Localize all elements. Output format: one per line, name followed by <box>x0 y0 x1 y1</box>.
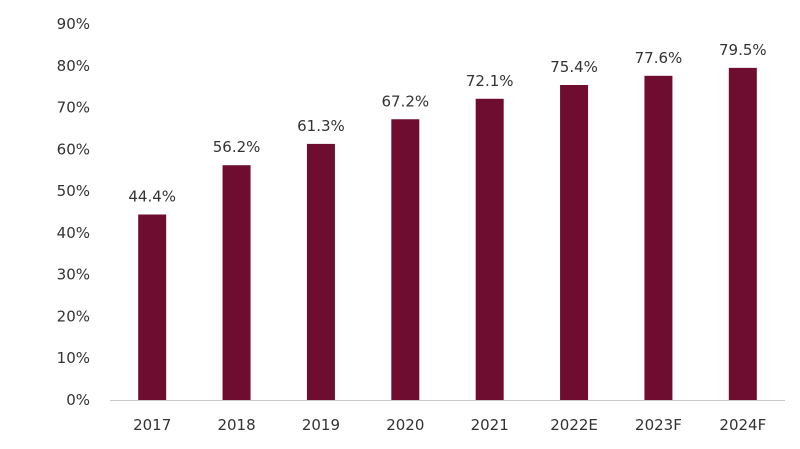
x-tick-label: 2017 <box>133 416 171 434</box>
data-label: 75.4% <box>550 58 598 76</box>
bar <box>306 143 335 400</box>
data-label: 56.2% <box>213 138 261 156</box>
y-tick-label: 40% <box>57 224 90 242</box>
bars <box>138 67 757 401</box>
y-axis-ticks: 0% 10% 20% 30% 40% 50% 60% 70% 80% 90% <box>57 15 90 409</box>
bar <box>644 75 673 400</box>
data-label: 67.2% <box>381 92 429 110</box>
data-label: 72.1% <box>466 72 514 90</box>
data-label: 61.3% <box>297 117 345 135</box>
x-tick-label: 2023F <box>635 416 682 434</box>
bar <box>138 214 167 400</box>
bar <box>728 67 757 400</box>
x-tick-label: 2019 <box>302 416 340 434</box>
data-label: 77.6% <box>635 49 683 67</box>
y-tick-label: 50% <box>57 182 90 200</box>
y-tick-label: 20% <box>57 307 90 325</box>
bar <box>222 165 251 400</box>
bar <box>475 98 504 400</box>
data-label: 44.4% <box>128 188 176 206</box>
x-tick-label: 2018 <box>217 416 255 434</box>
y-tick-label: 70% <box>57 99 90 117</box>
x-tick-label: 2022E <box>550 416 598 434</box>
bar <box>560 84 589 401</box>
data-label: 79.5% <box>719 41 767 59</box>
x-tick-label: 2020 <box>386 416 424 434</box>
x-tick-label: 2021 <box>471 416 509 434</box>
x-axis-ticks: 2017 2018 2019 2020 2021 2022E 2023F 2024F <box>133 416 766 434</box>
y-tick-label: 60% <box>57 140 90 158</box>
y-tick-label: 10% <box>57 349 90 367</box>
y-tick-label: 90% <box>57 15 90 33</box>
data-labels: 44.4% 56.2% 61.3% 67.2% 72.1% 75.4% 77.6% 79.5% <box>128 41 766 206</box>
bar <box>391 119 420 401</box>
y-tick-label: 80% <box>57 57 90 75</box>
x-tick-label: 2024F <box>719 416 766 434</box>
y-tick-label: 0% <box>66 391 90 409</box>
y-tick-label: 30% <box>57 266 90 284</box>
